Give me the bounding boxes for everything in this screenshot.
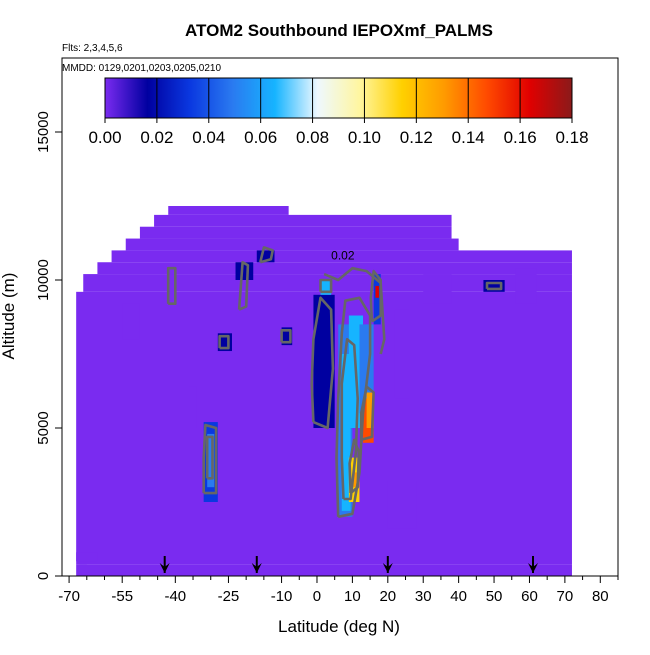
colorbar: 0.00 0.02 0.04 0.06 0.08 0.10 0.12 0.14 0.16 0.18 (88, 77, 589, 147)
heat-cell (76, 552, 98, 562)
x-axis-label: Latitude (deg N) (278, 617, 400, 636)
domain-band (76, 564, 572, 576)
x-tick-label: -40 (164, 588, 186, 605)
colorbar-tick-label: 0.00 (88, 128, 121, 147)
domain-band (139, 226, 452, 239)
heat-cell (122, 303, 140, 340)
heat-cell (515, 268, 537, 304)
heat-cell (366, 392, 374, 428)
heat-cell (157, 333, 176, 375)
x-tick-label: 40 (450, 588, 467, 605)
contour-line (485, 281, 503, 291)
heat-cell (281, 327, 293, 346)
heat-cell (341, 354, 351, 511)
heat-cell (394, 309, 410, 399)
heat-cell (320, 280, 332, 295)
domain-band (154, 214, 452, 227)
contour-line (340, 337, 359, 501)
contour-line (205, 435, 214, 480)
x-tick-label: 20 (379, 588, 396, 605)
contour-line (348, 438, 361, 495)
colorbar-tick-label: 0.18 (555, 128, 588, 147)
y-tick-label: 15000 (35, 111, 52, 153)
contour-line (323, 266, 386, 355)
contour-line (319, 278, 333, 294)
flights-note: Flts: 2,3,4,5,6 (62, 43, 123, 54)
heat-cell (168, 268, 176, 304)
contour-line (359, 385, 375, 442)
colorbar-gradient (105, 78, 572, 118)
colorbar-tick-label: 0.16 (504, 128, 537, 147)
x-tick-label: 60 (521, 588, 538, 605)
contour-line (369, 269, 382, 323)
heat-cell (189, 386, 197, 428)
colorbar-tick-label: 0.04 (192, 128, 225, 147)
x-tick-label: 70 (557, 588, 574, 605)
x-tick-label: 10 (344, 588, 361, 605)
contour-label: 0.02 (331, 248, 355, 262)
contour-line (166, 266, 177, 305)
colorbar-tick-label: 0.06 (244, 128, 277, 147)
heat-cell (235, 262, 254, 280)
x-tick-label: -70 (58, 588, 80, 605)
colorbar-tick-label: 0.02 (140, 128, 173, 147)
heat-cell (387, 481, 417, 529)
contour-line (259, 246, 274, 264)
heat-cell (373, 274, 381, 325)
y-tick-label: 10000 (35, 259, 52, 301)
chart-title: ATOM2 Southbound IEPOXmf_PALMS (185, 21, 493, 40)
colorbar-tick-label: 0.12 (400, 128, 433, 147)
heat-cell (483, 280, 505, 292)
axes: -70 -55 -40 -25 -10 0 10 20 30 40 50 60 70 80 0 5000 100… (35, 57, 619, 605)
colorbar-tick-label: 0.08 (296, 128, 329, 147)
y-tick-label: 5000 (35, 411, 52, 444)
y-axis-label: Altitude (m) (0, 273, 18, 360)
y-tick-label: 0 (35, 572, 52, 580)
contour-line (237, 260, 250, 311)
domain-band (97, 262, 572, 275)
dates-note: MMDD: 0129,0201,0203,0205,0210 (62, 63, 221, 74)
x-tick-label: 50 (486, 588, 503, 605)
heat-cell (352, 472, 360, 488)
heat-cell (375, 285, 379, 298)
domain-band (125, 238, 459, 251)
contour-line (218, 334, 230, 350)
heat-cell (423, 274, 452, 304)
x-tick-label: 0 (313, 588, 321, 605)
plot-frame (61, 57, 619, 577)
plot-area: 0.02 (76, 206, 572, 576)
domain-band (168, 206, 289, 215)
contour-line (310, 296, 335, 430)
contour-line (280, 329, 292, 344)
domain-band (111, 250, 572, 263)
x-tick-label: 30 (415, 588, 432, 605)
x-tick-label: -25 (218, 588, 240, 605)
x-tick-label: -55 (111, 588, 133, 605)
contour-line (202, 423, 218, 495)
heat-cell (79, 487, 87, 565)
x-tick-label: 80 (592, 588, 609, 605)
colorbar-tick-label: 0.10 (348, 128, 381, 147)
heat-cell (207, 433, 215, 488)
heat-cell (256, 250, 275, 263)
colorbar-tick-label: 0.14 (452, 128, 485, 147)
x-tick-label: -10 (271, 588, 293, 605)
